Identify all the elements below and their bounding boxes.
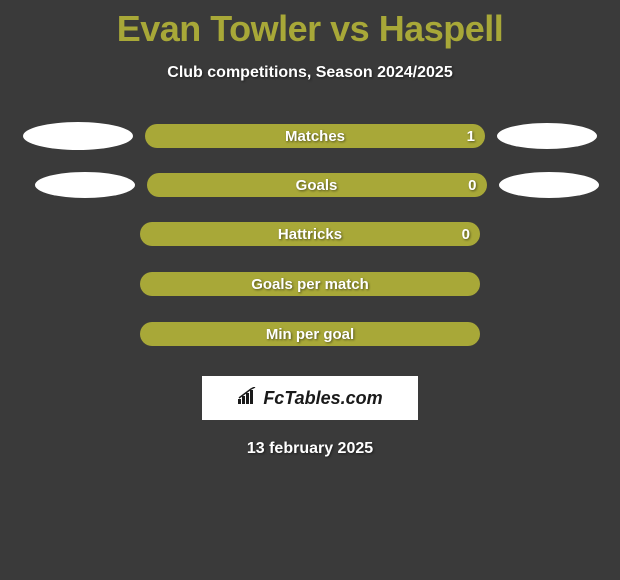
logo: FcTables.com bbox=[237, 387, 382, 410]
player-oval-right bbox=[499, 172, 599, 198]
oval-placeholder bbox=[492, 270, 607, 298]
stat-row: Matches 1 bbox=[0, 122, 620, 150]
stats-rows: Matches 1 Goals 0 Hattricks 0 Goals per match M… bbox=[0, 122, 620, 348]
oval-placeholder bbox=[13, 220, 128, 248]
oval-placeholder bbox=[492, 320, 607, 348]
player-oval-left bbox=[35, 172, 135, 198]
oval-placeholder bbox=[13, 320, 128, 348]
stat-row: Min per goal bbox=[0, 320, 620, 348]
stat-row: Goals 0 bbox=[0, 172, 620, 198]
stat-label: Goals per match bbox=[251, 276, 369, 293]
player-oval-left bbox=[23, 122, 133, 150]
logo-text: FcTables.com bbox=[263, 388, 382, 409]
stat-row: Hattricks 0 bbox=[0, 220, 620, 248]
stat-bar: Matches 1 bbox=[145, 124, 485, 148]
stat-bar: Goals 0 bbox=[147, 173, 487, 197]
stat-label: Matches bbox=[285, 128, 345, 145]
stat-value: 0 bbox=[462, 226, 470, 243]
stat-label: Hattricks bbox=[278, 226, 342, 243]
player-oval-right bbox=[497, 123, 597, 149]
stat-value: 0 bbox=[468, 177, 476, 194]
subtitle: Club competitions, Season 2024/2025 bbox=[0, 64, 620, 82]
oval-placeholder bbox=[13, 270, 128, 298]
stat-value: 1 bbox=[467, 128, 475, 145]
stat-bar: Goals per match bbox=[140, 272, 480, 296]
chart-icon bbox=[237, 387, 259, 410]
stat-row: Goals per match bbox=[0, 270, 620, 298]
stat-label: Min per goal bbox=[266, 326, 354, 343]
oval-placeholder bbox=[492, 220, 607, 248]
page-title: Evan Towler vs Haspell bbox=[0, 0, 620, 50]
stat-label: Goals bbox=[296, 177, 338, 194]
date: 13 february 2025 bbox=[0, 440, 620, 458]
logo-box: FcTables.com bbox=[202, 376, 418, 420]
stat-bar: Hattricks 0 bbox=[140, 222, 480, 246]
stat-bar: Min per goal bbox=[140, 322, 480, 346]
